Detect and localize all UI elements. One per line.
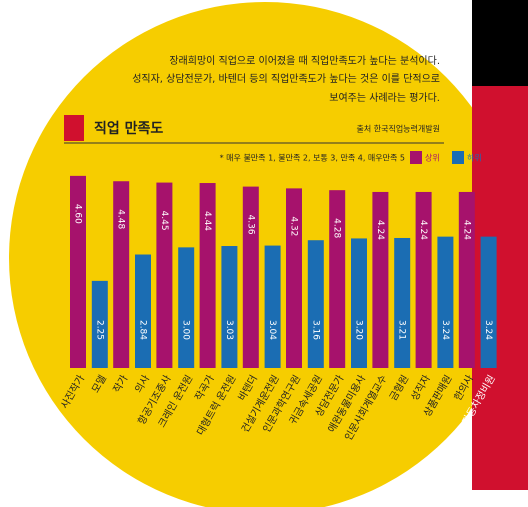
bar xyxy=(135,254,151,368)
note: * 매우 불만족 1, 불만족 2, 보통 3, 만족 4, 매우만족 5 xyxy=(220,153,405,163)
value-label: 4.60 xyxy=(73,204,83,224)
bar xyxy=(242,186,259,368)
bar xyxy=(415,191,432,368)
red-block xyxy=(472,86,528,490)
bar xyxy=(199,183,216,368)
legend-label: 하위 xyxy=(467,153,482,163)
value-label: 3.00 xyxy=(181,320,191,340)
bar xyxy=(458,191,475,368)
bar xyxy=(178,247,195,368)
bar xyxy=(70,175,86,368)
value-label: 4.24 xyxy=(461,220,471,240)
value-label: 4.28 xyxy=(332,218,342,238)
value-label: 2.25 xyxy=(94,320,104,340)
chart-title: 직업 만족도 xyxy=(94,120,163,137)
bar xyxy=(351,238,367,368)
bar xyxy=(372,191,389,368)
legend-swatch xyxy=(452,151,464,164)
value-label: 3.04 xyxy=(267,320,277,340)
value-label: 4.45 xyxy=(159,211,169,231)
subtitle: 장래희망이 직업으로 이어졌을 때 직업만족도가 높다는 분석이다. xyxy=(169,54,440,67)
bar xyxy=(480,236,497,368)
value-label: 4.44 xyxy=(202,211,212,231)
bar xyxy=(156,182,173,368)
legend-label: 상위 xyxy=(425,153,440,163)
bar xyxy=(307,240,324,368)
value-label: 3.24 xyxy=(440,320,450,340)
value-label: 4.24 xyxy=(375,220,385,240)
bar xyxy=(394,237,411,368)
value-label: 2.84 xyxy=(138,320,148,340)
bar xyxy=(286,188,302,368)
value-label: 4.36 xyxy=(245,215,255,235)
subtitle: 보여주는 사례라는 평가다. xyxy=(329,92,440,104)
value-label: 3.16 xyxy=(310,320,320,340)
legend-swatch xyxy=(410,151,422,164)
title-marker xyxy=(64,115,84,141)
value-label: 3.24 xyxy=(483,320,493,340)
bar xyxy=(113,181,130,368)
black-block xyxy=(472,0,528,86)
value-label: 4.24 xyxy=(418,220,428,240)
value-label: 3.03 xyxy=(224,320,234,340)
value-label: 3.21 xyxy=(397,320,407,340)
subtitle: 성직자, 상담전문가, 바텐더 등의 직업만족도가 높다는 것은 이를 단적으로 xyxy=(132,72,440,85)
bar xyxy=(329,190,346,368)
value-label: 4.32 xyxy=(289,216,299,236)
value-label: 4.48 xyxy=(116,209,126,229)
value-label: 3.20 xyxy=(354,320,364,340)
bar xyxy=(91,280,108,368)
bar xyxy=(221,246,238,368)
source: 출처 한국직업능력개발원 xyxy=(356,124,440,134)
bar xyxy=(437,236,454,368)
bar xyxy=(264,245,281,368)
